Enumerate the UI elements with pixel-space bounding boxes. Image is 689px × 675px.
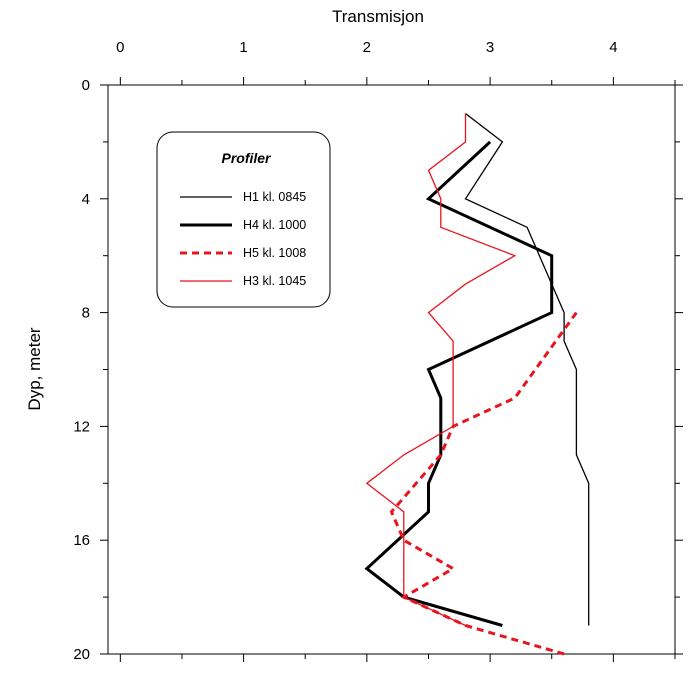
x-tick-label: 2 (363, 39, 371, 56)
y-tick-label: 20 (73, 646, 90, 663)
y-axis-title: Dyp, meter (25, 327, 44, 410)
y-tick-label: 16 (73, 532, 90, 549)
legend-title: Profiler (221, 150, 272, 166)
x-tick-label: 3 (486, 39, 494, 56)
y-tick-label: 8 (82, 305, 90, 322)
legend-label-4: H3 kl. 1045 (243, 274, 306, 288)
x-tick-label: 1 (239, 39, 247, 56)
y-tick-label: 0 (82, 77, 90, 94)
x-tick-label: 0 (116, 39, 124, 56)
legend-label-2: H4 kl. 1000 (243, 218, 306, 232)
x-tick-label: 4 (609, 39, 617, 56)
legend-label-1: H1 kl. 0845 (243, 190, 306, 204)
y-tick-label: 4 (82, 191, 90, 208)
legend: Profiler H1 kl. 0845 H4 kl. 1000 H5 kl. 10… (157, 132, 330, 307)
y-tick-label: 12 (73, 418, 90, 435)
legend-label-3: H5 kl. 1008 (243, 246, 306, 260)
series-line-1 (466, 114, 589, 626)
x-axis-title: Transmisjon (332, 7, 424, 26)
series-lines (367, 114, 589, 655)
